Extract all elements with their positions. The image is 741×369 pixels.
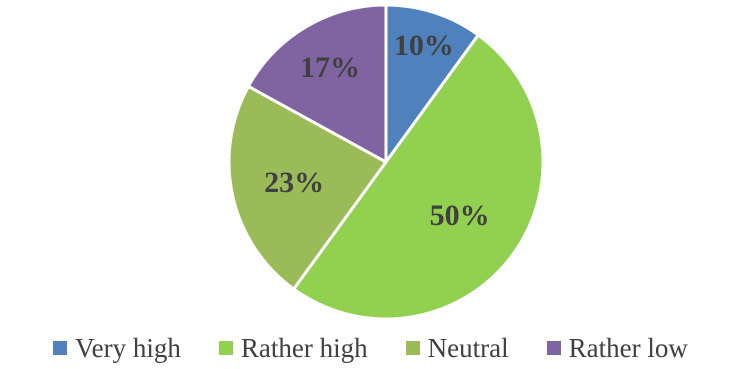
legend: Very high Rather high Neutral Rather low	[0, 333, 741, 363]
slice-label-rather-high: 50%	[430, 199, 490, 232]
legend-label: Very high	[75, 333, 181, 363]
pie-slice-very-high	[384, 3, 480, 164]
legend-label: Rather high	[240, 333, 368, 363]
legend-swatch	[218, 341, 233, 355]
legend-swatch	[546, 341, 561, 355]
legend-item-neutral: Neutral	[405, 333, 509, 363]
slice-label-rather-low: 17%	[300, 51, 360, 84]
legend-item-rather-low: Rather low	[546, 333, 688, 363]
legend-swatch	[53, 341, 68, 355]
pie-slice-neutral	[227, 84, 388, 291]
legend-item-very-high: Very high	[53, 333, 181, 363]
slice-label-very-high: 10%	[394, 29, 454, 62]
legend-item-rather-high: Rather high	[218, 333, 368, 363]
legend-label: Neutral	[427, 333, 509, 363]
slice-label-neutral: 23%	[264, 166, 324, 199]
legend-swatch	[405, 341, 420, 355]
pie-slice-rather-low	[246, 3, 388, 164]
pie-chart-svg: 10% 50% 23% 17%	[227, 3, 545, 321]
pie-slice-rather-high	[292, 33, 545, 321]
legend-label: Rather low	[568, 333, 688, 363]
